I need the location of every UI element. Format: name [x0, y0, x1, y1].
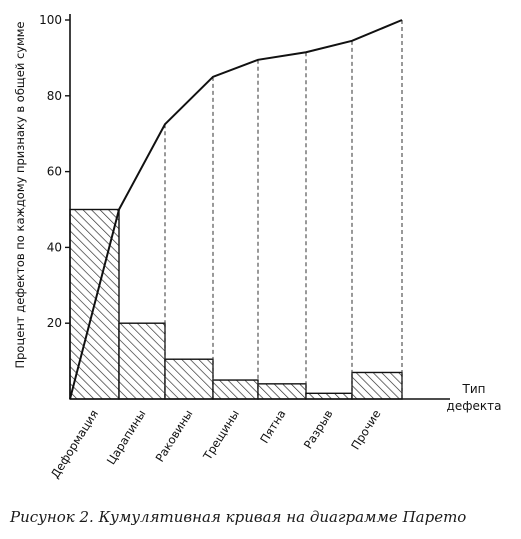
figure-caption: Рисунок 2. Кумулятивная кривая на диагра…	[10, 508, 467, 526]
bar-6	[305, 392, 353, 400]
x-axis-label-line2: дефекта	[447, 399, 502, 413]
guide-lines	[164, 20, 403, 399]
pareto-chart: 20 40 60 80 100 Деформация Царапины Раковины Тр…	[13, 13, 502, 481]
y-ticks: 20 40 60 80 100	[39, 13, 70, 330]
x-tick-label: Трещины	[200, 407, 242, 463]
y-tick-label: 80	[47, 89, 62, 103]
x-tick-label: Деформация	[48, 407, 101, 481]
bar-2	[118, 322, 166, 400]
y-tick-label: 60	[47, 165, 62, 179]
cumulative-curve	[69, 19, 403, 400]
y-tick-label: 20	[47, 316, 62, 330]
x-tick-label: Прочие	[348, 407, 383, 452]
bar-5	[257, 383, 307, 400]
x-tick-label: Царапины	[104, 407, 149, 467]
bar-7	[351, 371, 403, 400]
x-tick-label: Пятна	[257, 407, 288, 446]
x-tick-labels: Деформация Царапины Раковины Трещины Пятна Ра…	[48, 407, 384, 481]
x-axis-label-line1: Тип	[462, 382, 486, 396]
y-tick-label: 100	[39, 13, 62, 27]
x-tick-label: Разрыв	[301, 407, 336, 451]
y-tick-label: 40	[47, 240, 62, 254]
bar-3	[164, 358, 214, 400]
bar-4	[212, 379, 259, 400]
y-axis-label: Процент дефектов по каждому признаку в о…	[13, 21, 27, 368]
x-tick-label: Раковины	[152, 407, 195, 464]
